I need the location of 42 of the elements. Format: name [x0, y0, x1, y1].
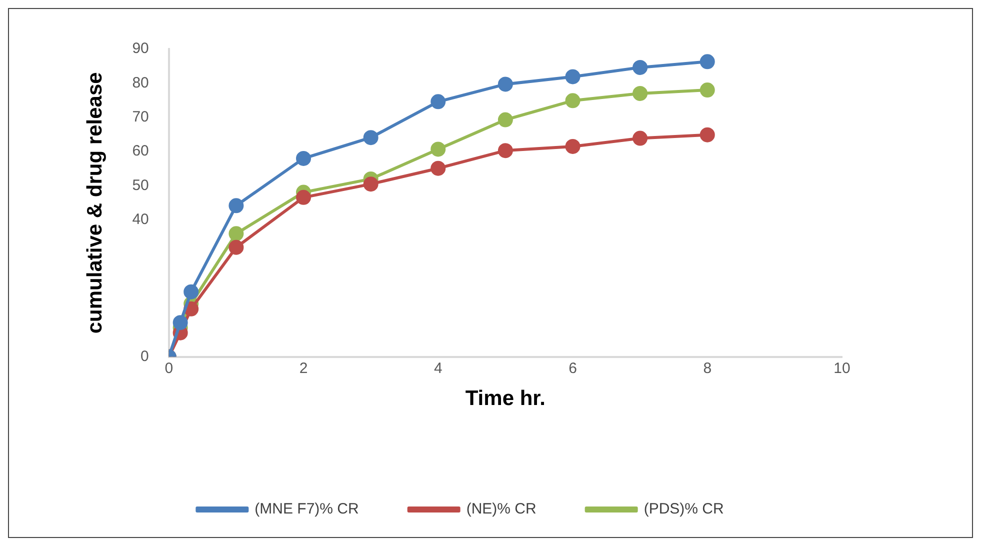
point — [565, 93, 580, 108]
point — [363, 176, 378, 192]
point — [296, 150, 312, 166]
y-tick-label: 90 — [132, 40, 149, 58]
point — [430, 94, 446, 110]
point — [184, 284, 199, 300]
point — [296, 190, 312, 205]
y-axis-title: cumulative & drug release — [83, 72, 106, 334]
x-tick-label: 10 — [834, 360, 850, 377]
point — [565, 69, 580, 84]
x-tick-label: 4 — [434, 360, 442, 377]
y-tick-label: 40 — [132, 211, 149, 228]
y-tick-label: 80 — [132, 74, 149, 92]
point — [632, 60, 648, 75]
point — [430, 160, 446, 176]
y-tick-label: 60 — [132, 142, 149, 160]
point — [700, 54, 715, 70]
x-tick-label: 6 — [568, 360, 577, 377]
point — [632, 130, 648, 146]
point — [430, 142, 446, 157]
x-axis-title: Time hr. — [465, 387, 546, 410]
x-tick-label: 8 — [703, 360, 712, 377]
legend-label: (PDS)% CR — [644, 500, 724, 518]
y-tick-label: 70 — [132, 108, 149, 126]
legend-label: (MNE F7)% CR — [254, 500, 359, 518]
point — [700, 82, 715, 98]
point — [228, 240, 244, 255]
point — [498, 143, 513, 158]
point — [498, 112, 513, 128]
point — [363, 130, 378, 146]
x-tick-label: 2 — [299, 360, 308, 377]
y-tick-label: 50 — [132, 176, 149, 194]
point — [498, 76, 513, 92]
point — [172, 315, 188, 330]
point — [228, 226, 244, 242]
point — [700, 127, 715, 142]
point — [632, 86, 648, 101]
x-tick-label: 0 — [164, 360, 174, 377]
point — [228, 198, 244, 214]
legend-label: (NE)% CR — [466, 500, 536, 518]
point — [565, 138, 580, 154]
y-tick-label: 0 — [140, 348, 149, 365]
